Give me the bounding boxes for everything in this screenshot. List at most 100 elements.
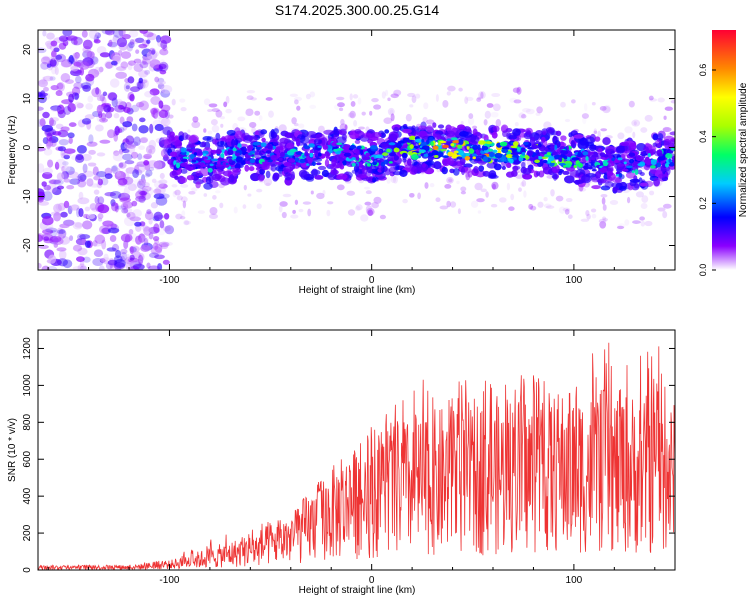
spectrogram-blob-1520 (501, 165, 506, 170)
spectrogram-blob-2885 (650, 159, 657, 166)
spectrogram-blob-772 (545, 205, 555, 209)
spectrogram-blob-952 (246, 90, 256, 94)
spectrogram-blob-2112 (248, 135, 258, 143)
spectrogram-blob-2070 (512, 128, 521, 136)
spectrogram-blob-157 (105, 111, 113, 119)
spectrogram-blob-2809 (311, 161, 316, 167)
spectrogram-blob-1639 (353, 164, 360, 173)
spectrogram-blob-208 (41, 76, 46, 85)
spectrogram-blob-1024 (601, 197, 606, 205)
spectrogram-blob-2737 (458, 139, 464, 145)
spectrogram-blob-549 (122, 153, 133, 161)
spectrogram-blob-469 (88, 149, 96, 155)
spectrogram-blob-676 (358, 126, 365, 130)
spectrogram-blob-2851 (278, 157, 283, 161)
spectrogram-blob-635 (40, 56, 51, 65)
spectrogram-blob-202 (73, 82, 84, 90)
spectrogram-blob-911 (307, 208, 312, 217)
spectrogram-blob-507 (38, 109, 44, 115)
spectrogram-blob-799 (657, 97, 665, 103)
spectrogram-blob-613 (68, 122, 77, 127)
spectrogram-blob-1114 (640, 202, 648, 210)
spectrogram-blob-430 (148, 232, 154, 240)
spectrogram-blob-2434 (549, 146, 555, 149)
spectrogram-blob-855 (243, 184, 247, 191)
spectrogram-blob-2796 (265, 157, 271, 161)
spectrogram-blob-930 (349, 93, 353, 101)
spectrogram-blob-2595 (339, 161, 343, 165)
spectrogram-blob-2892 (410, 154, 419, 160)
spectrogram-blob-373 (79, 258, 85, 268)
spectrogram-blob-1725 (487, 174, 499, 179)
spectrogram-blob-990 (411, 95, 417, 103)
spectrogram-blob-2200 (470, 135, 480, 144)
spectrogram-blob-848 (429, 182, 435, 188)
spectrogram-blob-959 (456, 180, 460, 185)
spectrogram-blob-483 (148, 47, 156, 55)
spectrogram-blob-2859 (351, 162, 356, 167)
spectrogram-blob-1111 (609, 200, 619, 205)
spectrogram-blob-2180 (336, 173, 348, 180)
spectrogram-blob-467 (118, 104, 124, 110)
spectrogram-blob-922 (458, 87, 463, 92)
spectrogram-blob-709 (520, 181, 525, 187)
spectrogram-blob-0 (118, 192, 131, 201)
spectrogram-blob-925 (662, 126, 670, 133)
spectrogram-blob-383 (122, 121, 133, 128)
spectrogram-blob-2184 (605, 164, 614, 174)
spectrogram-blob-245 (38, 262, 42, 269)
spectrogram-blob-1137 (423, 102, 429, 110)
spectrogram-blob-2139 (186, 174, 195, 181)
spectrogram-blob-542 (43, 184, 52, 191)
spectrogram-blob-1059 (616, 225, 625, 230)
spectrogram-blob-1736 (314, 175, 324, 180)
spectrogram-blob-144 (38, 79, 49, 88)
spectrogram-blob-2853 (577, 151, 581, 157)
spectrogram-blob-889 (184, 220, 191, 225)
spectrogram-blob-411 (139, 235, 150, 245)
spectrogram-blob-104 (50, 105, 62, 111)
spectrogram-blob-545 (60, 211, 68, 218)
spectrogram-blob-809 (447, 85, 456, 92)
spectrogram-blob-1040 (506, 182, 511, 191)
spectrogram-blob-341 (149, 123, 154, 134)
spectrogram-blob-735 (446, 91, 451, 96)
spectrogram-blob-2384 (431, 150, 439, 156)
spectrogram-blob-2134 (321, 169, 329, 178)
spectrogram-blob-517 (138, 145, 145, 150)
spectrogram-blob-2544 (279, 151, 285, 158)
spectrogram-blob-1671 (257, 174, 265, 182)
spectrogram-blob-2234 (284, 172, 292, 181)
spectrogram-blob-199 (148, 265, 160, 270)
spectrogram-blob-344 (70, 204, 80, 211)
spectrogram-blob-428 (82, 220, 93, 230)
spectrogram-blob-780 (278, 205, 283, 213)
spectrogram-blob-2123 (241, 132, 250, 139)
spectrogram-blob-512 (45, 227, 58, 233)
spectrogram-blob-637 (84, 206, 91, 212)
spectrogram-blob-160 (42, 111, 50, 119)
spectrogram-blob-456 (48, 57, 59, 68)
spectrogram-blob-580 (101, 30, 114, 35)
spectrogram-blob-362 (49, 58, 57, 67)
spectrogram-blob-497 (91, 87, 102, 98)
spectrogram-blob-1020 (340, 118, 345, 126)
spectrogram-blob-375 (135, 80, 146, 90)
spectrogram-blob-867 (470, 200, 479, 208)
spectrogram-blob-685 (203, 193, 208, 197)
spectrogram-blob-146 (49, 138, 57, 148)
spectrogram-blob-647 (56, 185, 65, 190)
spectrogram-blob-2022 (356, 173, 368, 179)
spectrogram-blob-468 (86, 50, 95, 59)
spectrogram-blob-152 (110, 199, 116, 207)
spectrogram-blob-2933 (252, 141, 261, 146)
spectrogram-blob-15 (138, 100, 149, 111)
spectrogram-blob-2126 (562, 170, 570, 175)
spectrogram-blob-2519 (537, 156, 543, 160)
spectrogram-blob-2557 (668, 158, 672, 163)
spectrogram-blob-162 (141, 155, 151, 160)
spectrogram-blob-2845 (292, 163, 296, 170)
spectrogram-blob-388 (76, 207, 81, 218)
spectrogram-blob-2287 (207, 167, 213, 173)
